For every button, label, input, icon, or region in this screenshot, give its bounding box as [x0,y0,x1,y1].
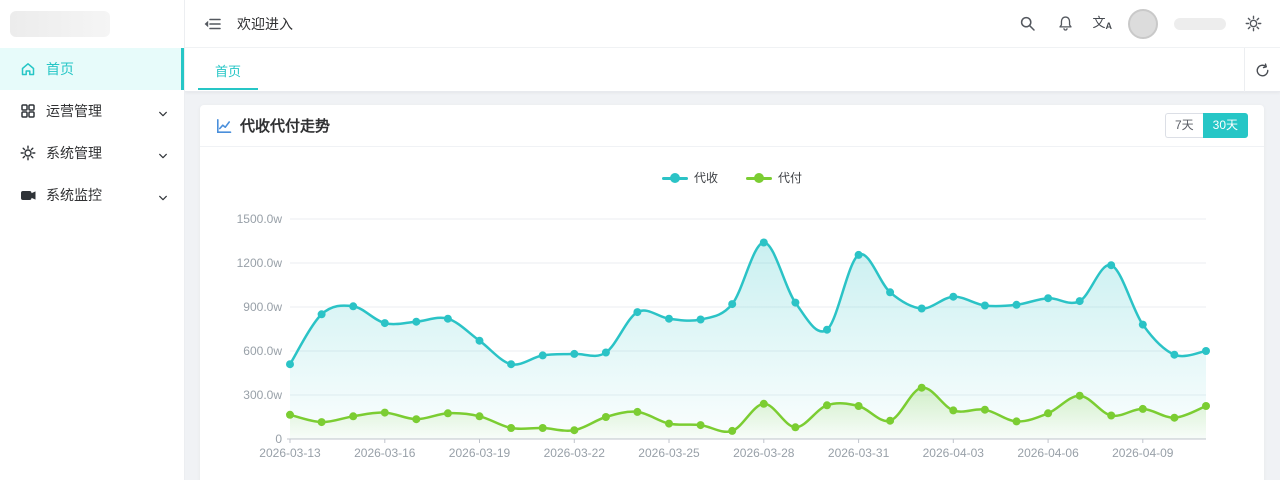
sidebar: 首页 运营管理 [0,0,185,480]
trend-card: 代收代付走势 7天 30天 代收 代付 [200,105,1264,480]
range-30d-button[interactable]: 30天 [1202,113,1248,138]
avatar[interactable] [1128,8,1158,39]
svg-text:2026-03-28: 2026-03-28 [733,446,795,460]
trend-chart: 1500.0w1200.0w900.0w600.0w300.0w02026-03… [237,212,1210,460]
legend-item-daifu[interactable]: 代付 [746,169,802,186]
home-icon [20,61,36,77]
svg-text:300.0w: 300.0w [243,388,282,402]
grid-icon [20,103,36,119]
legend-marker [746,172,772,184]
svg-text:2026-03-31: 2026-03-31 [828,446,890,460]
svg-text:900.0w: 900.0w [243,300,282,314]
collapse-sidebar-icon[interactable] [201,13,223,35]
active-indicator [181,48,184,90]
range-7d-button[interactable]: 7天 [1164,113,1203,138]
svg-text:1200.0w: 1200.0w [237,256,283,270]
chart-legend: 代收 代付 [200,169,1264,186]
card-title-text: 代收代付走势 [240,118,331,135]
logo [10,11,110,37]
legend-item-daishou[interactable]: 代收 [661,169,718,186]
top-header: 欢迎进入 文A [185,0,1280,48]
logo-area [0,0,184,48]
svg-text:2026-04-06: 2026-04-06 [1017,446,1079,460]
sidebar-item-operations[interactable]: 运营管理 [0,90,184,132]
sidebar-item-system-mgmt[interactable]: 系统管理 [0,132,184,174]
sidebar-item-label: 系统监控 [46,187,102,203]
translate-language-icon[interactable]: 文A [1092,15,1112,31]
line-chart-icon [216,118,232,134]
search-icon[interactable] [1016,13,1038,35]
username-text [1174,17,1226,30]
sidebar-item-label: 系统管理 [46,145,102,161]
chevron-down-icon [158,148,168,164]
welcome-text: 欢迎进入 [237,15,293,32]
svg-text:2026-03-22: 2026-03-22 [544,446,606,460]
svg-text:2026-03-25: 2026-03-25 [638,446,700,460]
trend-card-header: 代收代付走势 7天 30天 [200,105,1264,147]
svg-text:600.0w: 600.0w [243,344,282,358]
sidebar-item-label: 运营管理 [46,103,102,119]
svg-text:2026-03-16: 2026-03-16 [354,446,416,460]
svg-text:1500.0w: 1500.0w [237,212,283,226]
trend-chart-area: 1500.0w 1200.0w 900.0w 600.0w 300.0w 0 2026-03… [200,150,1264,480]
tab-bar: 首页 [185,48,1280,92]
refresh-icon[interactable] [1244,48,1280,92]
settings-gear-icon[interactable] [1242,13,1264,35]
main-content: 代收代付走势 7天 30天 代收 代付 [185,92,1280,480]
monitor-icon [20,187,36,203]
chevron-down-icon [158,106,168,122]
svg-text:2026-04-03: 2026-04-03 [923,446,985,460]
notifications-bell-icon[interactable] [1054,13,1076,35]
sidebar-item-system-monitor[interactable]: 系统监控 [0,174,184,216]
chevron-down-icon [158,190,168,206]
range-toggle-group: 7天 30天 [1164,113,1248,138]
card-title: 代收代付走势 [216,115,330,136]
sidebar-item-home[interactable]: 首页 [0,48,184,90]
svg-text:2026-03-19: 2026-03-19 [449,446,511,460]
svg-text:0: 0 [275,432,282,446]
tab-home[interactable]: 首页 [198,53,259,90]
sidebar-item-label: 首页 [46,61,74,77]
svg-text:2026-03-13: 2026-03-13 [259,446,321,460]
svg-text:2026-04-09: 2026-04-09 [1112,446,1174,460]
legend-marker [661,172,688,184]
gear-icon [20,145,36,161]
